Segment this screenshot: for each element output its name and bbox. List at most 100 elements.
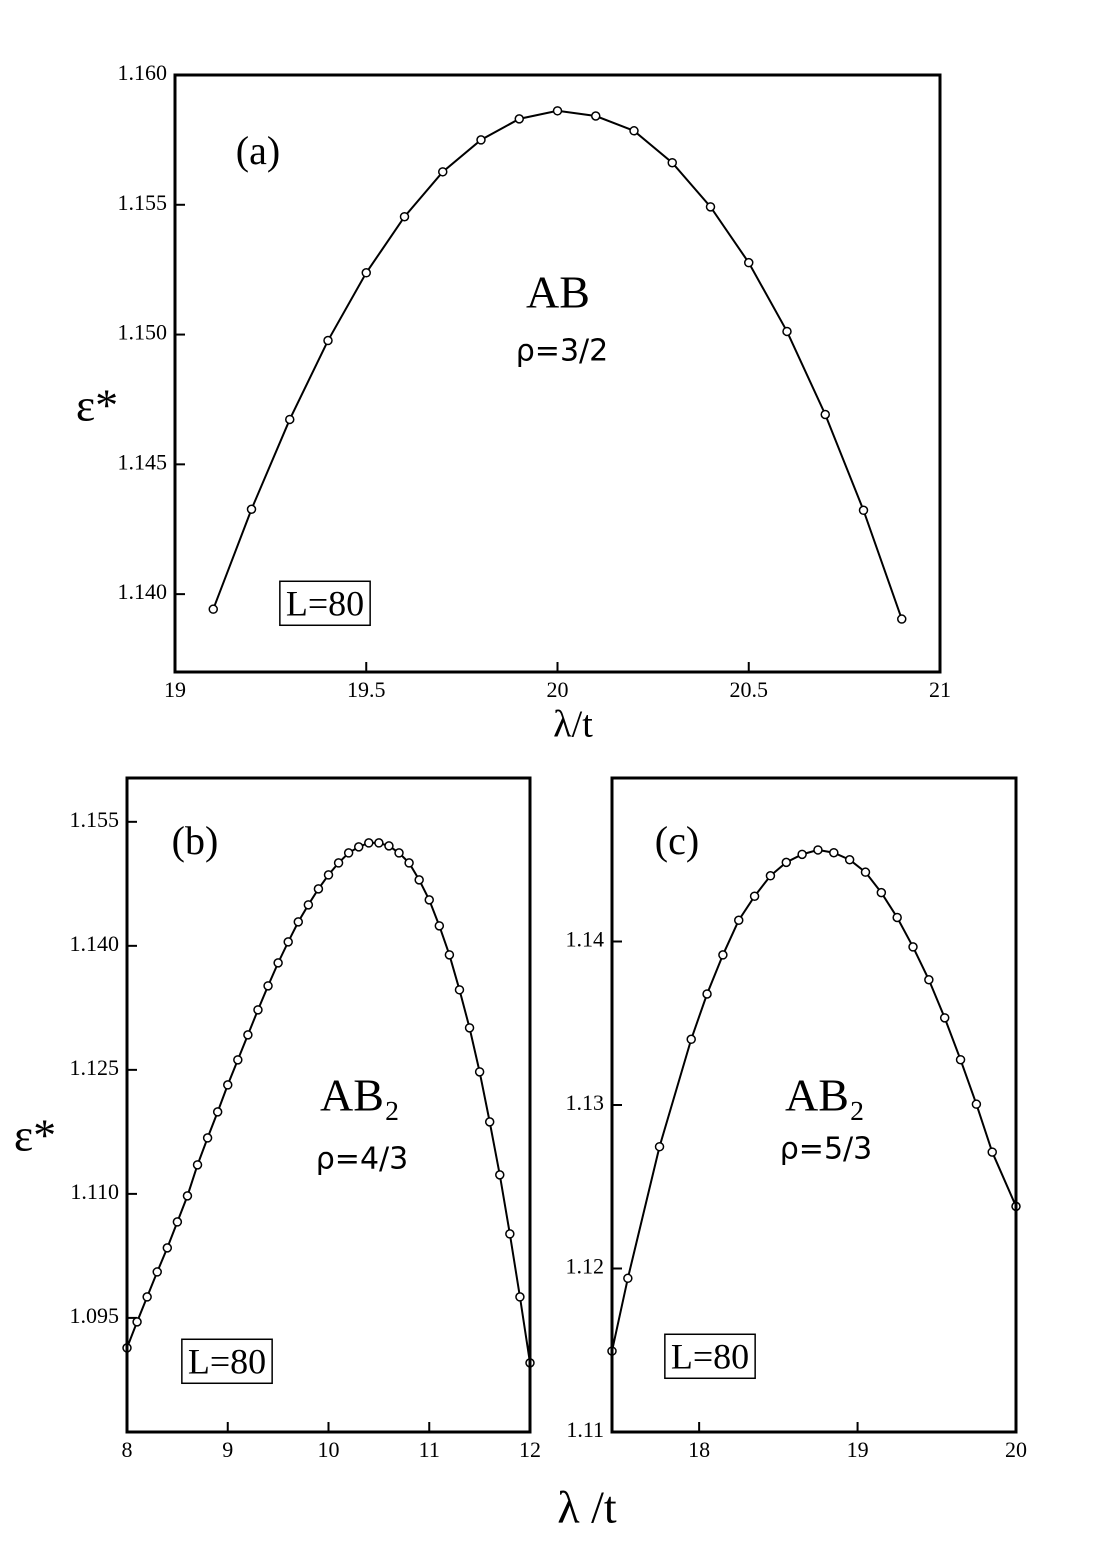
plot-frame — [173, 73, 942, 674]
size-label: L=80 — [286, 583, 364, 623]
x-tick-label: 8 — [122, 1437, 133, 1462]
x-tick-label: 10 — [318, 1437, 340, 1462]
data-point — [987, 1147, 997, 1157]
data-point — [705, 202, 716, 212]
size-label: L=80 — [188, 1341, 266, 1381]
y-tick-label: 1.095 — [70, 1303, 120, 1328]
data-point — [591, 111, 601, 121]
data-point — [829, 847, 839, 858]
data-point — [897, 614, 907, 624]
size-label: L=80 — [671, 1336, 749, 1376]
data-point — [223, 1080, 233, 1090]
data-point — [132, 1317, 142, 1327]
data-point — [313, 884, 324, 894]
data-point — [404, 858, 414, 868]
data-point — [233, 1055, 243, 1065]
data-point — [505, 1229, 515, 1239]
x-tick-label: 18 — [688, 1437, 710, 1462]
data-point — [424, 895, 434, 905]
data-point — [924, 975, 934, 985]
x-tick-label: 9 — [222, 1437, 233, 1462]
data-point — [208, 604, 218, 614]
data-point — [464, 1023, 475, 1033]
data-point — [182, 1191, 193, 1201]
data-point — [860, 867, 871, 877]
x-axis-label: λ/t — [553, 704, 593, 746]
data-point — [142, 1292, 152, 1302]
data-point — [797, 849, 807, 860]
data-point — [361, 268, 371, 278]
y-tick-label: 1.160 — [118, 60, 168, 85]
data-point — [476, 135, 486, 145]
data-point — [273, 958, 283, 968]
data-point — [285, 414, 295, 425]
x-tick-label: 20.5 — [730, 677, 769, 702]
data-point — [454, 985, 465, 995]
data-point — [343, 848, 354, 858]
data-point — [474, 1067, 485, 1077]
data-point — [858, 505, 869, 516]
plot-frame — [610, 776, 1018, 1434]
data-point — [844, 855, 855, 865]
data-point — [939, 1013, 950, 1023]
data-point — [813, 845, 823, 855]
data-point — [908, 942, 918, 952]
data-point — [374, 838, 384, 848]
y-tick-label: 1.14 — [566, 927, 605, 952]
x-axis-label: λ /t — [557, 1482, 617, 1533]
data-point — [202, 1133, 213, 1143]
y-tick-label: 1.145 — [118, 449, 168, 474]
data-point — [399, 211, 410, 222]
data-point — [876, 887, 887, 898]
x-tick-label: 19 — [847, 1437, 869, 1462]
size-box — [181, 1338, 273, 1385]
x-tick-label: 11 — [419, 1437, 440, 1462]
data-point — [686, 1034, 696, 1045]
data-point — [172, 1217, 183, 1227]
panel-label: (c) — [655, 818, 699, 863]
data-point — [765, 871, 776, 881]
data-point — [212, 1107, 223, 1117]
data-point — [892, 912, 902, 923]
data-point — [253, 1005, 263, 1015]
data-point — [394, 848, 404, 858]
data-point — [623, 1273, 633, 1284]
data-point — [303, 900, 314, 910]
data-point — [820, 409, 830, 420]
data-point — [484, 1117, 495, 1127]
data-point — [782, 326, 792, 337]
data-point — [192, 1160, 203, 1170]
x-tick-label: 20 — [547, 677, 569, 702]
data-point — [243, 1030, 253, 1040]
data-point — [654, 1141, 665, 1152]
data-point — [438, 167, 448, 177]
data-point — [323, 870, 334, 880]
data-point — [749, 891, 760, 901]
data-point — [955, 1054, 966, 1065]
density-label: ρ=3/2 — [516, 334, 608, 369]
data-line — [611, 848, 1017, 1352]
data-point — [293, 917, 304, 927]
compound-label: AB₂ — [320, 1070, 400, 1121]
plot-frame — [125, 776, 532, 1434]
data-point — [718, 950, 728, 960]
panel-label: (b) — [172, 818, 219, 863]
data-point — [733, 915, 744, 925]
x-tick-label: 20 — [1005, 1437, 1027, 1462]
y-axis-label: ε* — [76, 380, 118, 431]
panel-label: (a) — [236, 128, 280, 173]
x-tick-label: 19 — [164, 677, 186, 702]
y-tick-label: 1.12 — [566, 1254, 605, 1279]
x-tick-label: 12 — [519, 1437, 541, 1462]
y-tick-label: 1.155 — [118, 190, 168, 215]
y-tick-label: 1.150 — [118, 320, 168, 345]
y-tick-label: 1.155 — [70, 807, 120, 832]
data-point — [263, 981, 273, 991]
data-point — [495, 1170, 505, 1180]
data-point — [702, 989, 712, 999]
data-point — [667, 157, 677, 168]
data-point — [333, 858, 344, 868]
data-point — [514, 114, 524, 124]
y-axis-label: ε* — [14, 1110, 56, 1161]
